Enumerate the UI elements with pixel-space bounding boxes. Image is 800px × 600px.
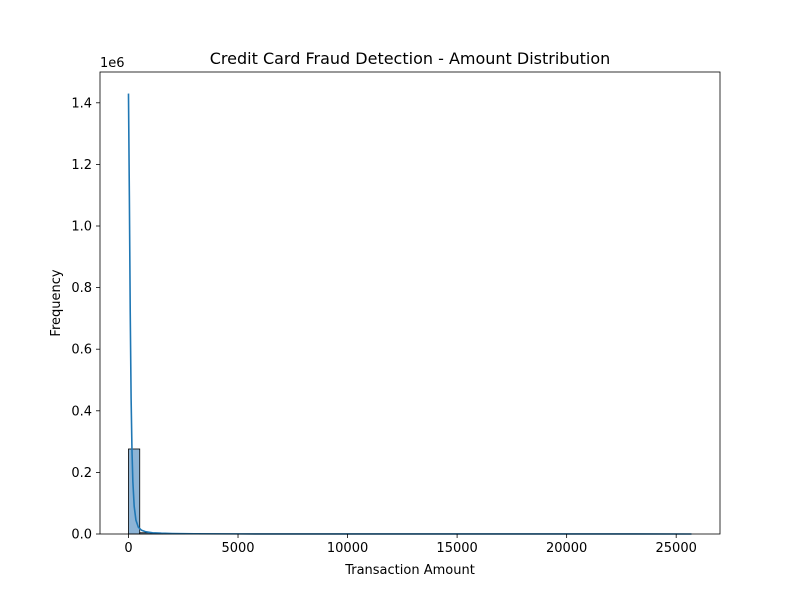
x-tick-label: 10000 <box>327 541 368 556</box>
y-ticks: 0.0 0.2 0.4 0.6 0.8 1.0 1.2 1.4 <box>71 96 100 543</box>
x-tick-label: 5000 <box>221 541 254 556</box>
x-axis-label: Transaction Amount <box>344 563 475 578</box>
y-axis-label: Frequency <box>49 269 64 336</box>
y-tick-label: 0.4 <box>71 404 92 419</box>
x-tick-label: 15000 <box>436 541 477 556</box>
y-tick-label: 0.2 <box>71 466 92 481</box>
y-tick-label: 0.8 <box>71 281 92 296</box>
x-tick-label: 0 <box>124 541 132 556</box>
y-tick-label: 1.2 <box>71 158 92 173</box>
x-tick-label: 20000 <box>546 541 587 556</box>
axes-frame <box>99 71 721 535</box>
x-tick-label: 25000 <box>656 541 697 556</box>
y-tick-label: 1.0 <box>71 220 92 235</box>
chart-title: Credit Card Fraud Detection - Amount Dis… <box>210 49 611 68</box>
y-offset-label: 1e6 <box>100 56 125 71</box>
y-tick-label: 1.4 <box>71 96 92 111</box>
y-tick-label: 0.6 <box>71 343 92 358</box>
y-tick-label: 0.0 <box>71 528 92 543</box>
x-ticks: 0 5000 10000 15000 20000 25000 <box>124 534 697 556</box>
